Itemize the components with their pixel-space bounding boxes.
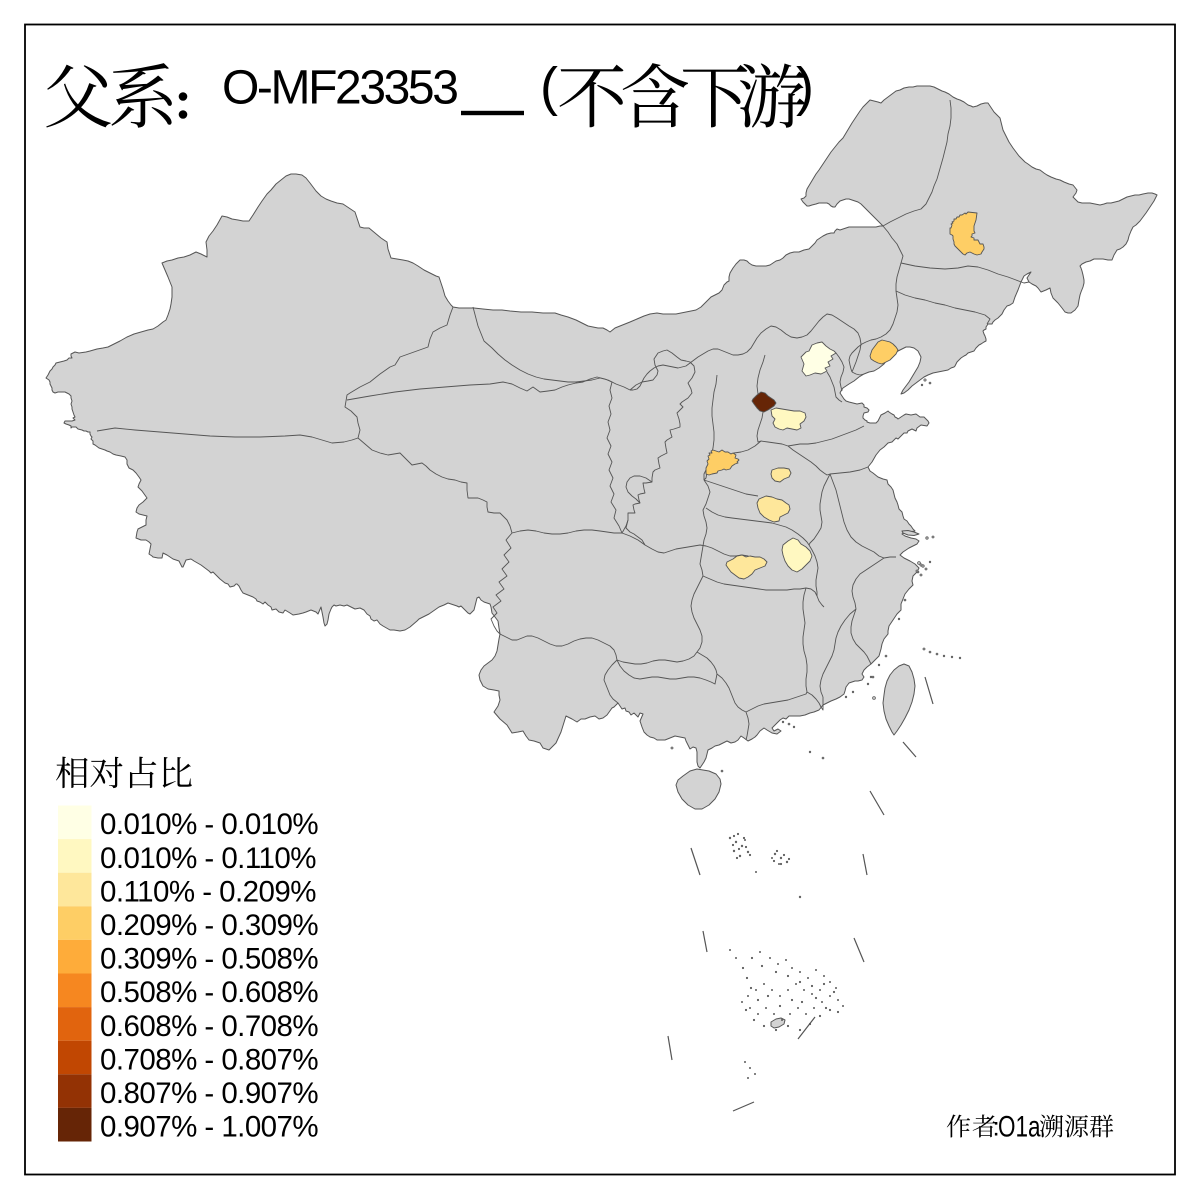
svg-text:0.508% - 0.608%: 0.508% - 0.608%	[100, 976, 318, 1009]
svg-text:O-MF23353: O-MF23353	[222, 62, 457, 115]
svg-text:O1a: O1a	[998, 1109, 1041, 1143]
svg-text::: :	[993, 1112, 1000, 1142]
svg-text:0.907% - 1.007%: 0.907% - 1.007%	[100, 1111, 318, 1144]
svg-text:): )	[796, 57, 814, 117]
svg-text:0.010% - 0.010%: 0.010% - 0.010%	[100, 808, 318, 841]
svg-text:(: (	[540, 57, 558, 117]
svg-text:0.309% - 0.508%: 0.309% - 0.508%	[100, 943, 318, 976]
svg-text:0.608% - 0.708%: 0.608% - 0.708%	[100, 1010, 318, 1043]
svg-text:0.708% - 0.807%: 0.708% - 0.807%	[100, 1043, 318, 1076]
svg-text:0.807% - 0.907%: 0.807% - 0.907%	[100, 1077, 318, 1110]
svg-text:0.110% - 0.209%: 0.110% - 0.209%	[100, 875, 316, 908]
svg-text:0.010% - 0.110%: 0.010% - 0.110%	[100, 842, 316, 875]
svg-text:0.209% - 0.309%: 0.209% - 0.309%	[100, 909, 318, 942]
